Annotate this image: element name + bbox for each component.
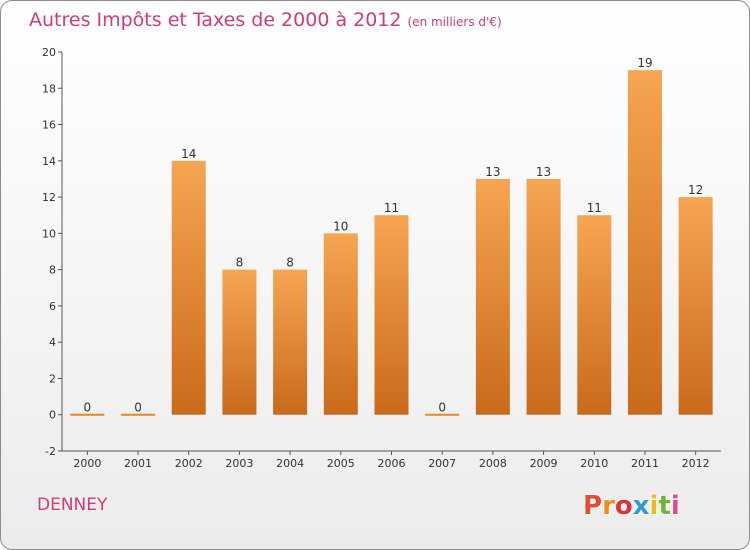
data-label: 0 [438,401,446,415]
x-tick-label: 2010 [580,457,608,470]
y-tick-label: 8 [49,264,56,277]
place-name: DENNEY [37,495,108,515]
data-label: 0 [84,401,92,415]
y-tick-label: -2 [45,445,56,458]
y-tick-label: 18 [42,82,56,95]
proxiti-logo: Proxiti [583,491,680,521]
x-tick-label: 2006 [378,457,406,470]
x-tick-label: 2005 [327,457,355,470]
bar [577,215,612,415]
data-label: 8 [236,256,244,270]
y-tick-label: 0 [49,409,56,422]
bar [374,215,409,415]
data-label: 11 [384,201,399,215]
y-tick-label: 12 [42,191,56,204]
y-tick-label: 16 [42,119,56,132]
data-label: 8 [286,256,294,270]
bar [475,178,510,415]
data-label: 10 [333,219,348,233]
data-label: 0 [134,401,142,415]
data-label: 14 [181,147,196,161]
bar [678,197,713,415]
x-tick-label: 2001 [124,457,152,470]
bar [273,269,308,415]
chart-title-text: Autres Impôts et Taxes de 2000 à 2012 [29,9,402,31]
bar [526,178,561,415]
x-tick-label: 2009 [530,457,558,470]
y-tick-label: 14 [42,155,56,168]
data-label: 12 [688,183,703,197]
y-tick-label: 20 [42,46,56,59]
x-tick-label: 2008 [479,457,507,470]
x-tick-label: 2012 [682,457,710,470]
x-tick-label: 2003 [225,457,253,470]
data-label: 11 [587,201,602,215]
y-tick-label: 6 [49,300,56,313]
y-tick-label: 2 [49,372,56,385]
data-label: 13 [485,165,500,179]
y-tick-label: 10 [42,227,56,240]
data-label: 19 [637,56,652,70]
bar [171,160,206,415]
x-tick-label: 2007 [428,457,456,470]
x-tick-label: 2011 [631,457,659,470]
x-tick-label: 2002 [175,457,203,470]
bar [222,269,257,415]
chart-title: Autres Impôts et Taxes de 2000 à 2012 (en… [29,9,502,31]
data-label: 13 [536,165,551,179]
bar [323,233,358,415]
chart-subtitle: (en milliers d'€) [407,15,502,29]
bar [627,70,662,415]
x-tick-label: 2004 [276,457,304,470]
y-tick-label: 4 [49,336,56,349]
x-tick-label: 2000 [73,457,101,470]
